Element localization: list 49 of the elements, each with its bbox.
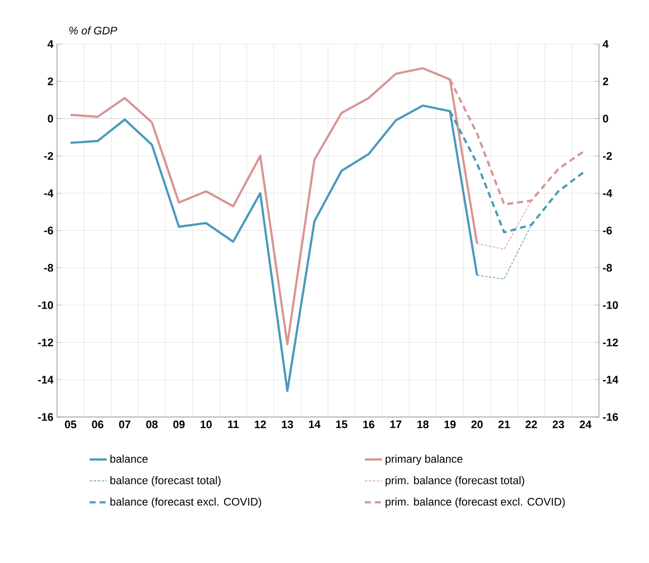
x-tick-label: 20: [471, 420, 483, 428]
legend-label: balance (forecast excl. COVID): [110, 498, 262, 508]
y2-tick-label: -2: [602, 152, 612, 160]
x-tick-label: 22: [526, 420, 537, 428]
legend-label: balance (forecast total): [110, 476, 221, 486]
x-tick-label: 06: [92, 420, 104, 428]
x-tick-label: 21: [498, 420, 510, 428]
y-tick-label: 4: [48, 40, 54, 48]
y2-tick-label: 2: [602, 77, 608, 86]
y2-tick-label: -8: [602, 264, 612, 272]
x-tick-label: 14: [309, 420, 320, 428]
y-tick-label: 0: [48, 114, 54, 122]
y-axis-title: % of GDP: [69, 26, 118, 34]
legend-label: prim. balance (forecast excl. COVID): [386, 498, 565, 508]
x-tick-label: 17: [390, 420, 402, 428]
y2-tick-label: -4: [602, 189, 612, 197]
y-tick-label: -16: [38, 413, 54, 421]
x-tick-label: 10: [200, 420, 212, 428]
y2-tick-label: 0: [602, 114, 608, 122]
y2-tick-label: -14: [602, 376, 618, 384]
x-tick-label: 12: [254, 420, 266, 428]
y-tick-label: -4: [44, 189, 54, 197]
x-tick-label: 05: [64, 420, 76, 428]
x-tick-label: 19: [444, 420, 456, 428]
x-tick-label: 23: [552, 420, 564, 428]
y2-tick-label: -16: [602, 413, 618, 421]
y-tick-label: -6: [44, 226, 54, 234]
x-tick-label: 11: [228, 420, 239, 428]
legend-label: balance: [110, 454, 148, 463]
y2-tick-label: -12: [602, 338, 618, 346]
legend-label: primary balance: [386, 454, 462, 465]
x-tick-label: 16: [363, 420, 374, 428]
x-tick-label: 09: [173, 420, 185, 428]
x-tick-label: 15: [336, 420, 348, 428]
y2-tick-label: 4: [602, 40, 609, 48]
y-tick-label: -14: [38, 376, 54, 384]
y2-tick-label: -10: [602, 301, 618, 309]
x-tick-label: 07: [119, 420, 130, 428]
y2-tick-label: -6: [602, 226, 612, 234]
y-tick-label: -8: [44, 264, 54, 272]
legend-label: prim. balance (forecast total): [386, 476, 524, 486]
x-tick-label: 24: [580, 420, 592, 428]
y-tick-label: -2: [44, 152, 54, 160]
x-tick-label: 13: [282, 420, 294, 428]
y-tick-label: -10: [38, 301, 54, 309]
y-tick-label: 2: [48, 77, 54, 86]
x-tick-label: 18: [417, 420, 429, 428]
x-tick-label: 08: [146, 420, 158, 428]
y-tick-label: -12: [38, 338, 54, 346]
